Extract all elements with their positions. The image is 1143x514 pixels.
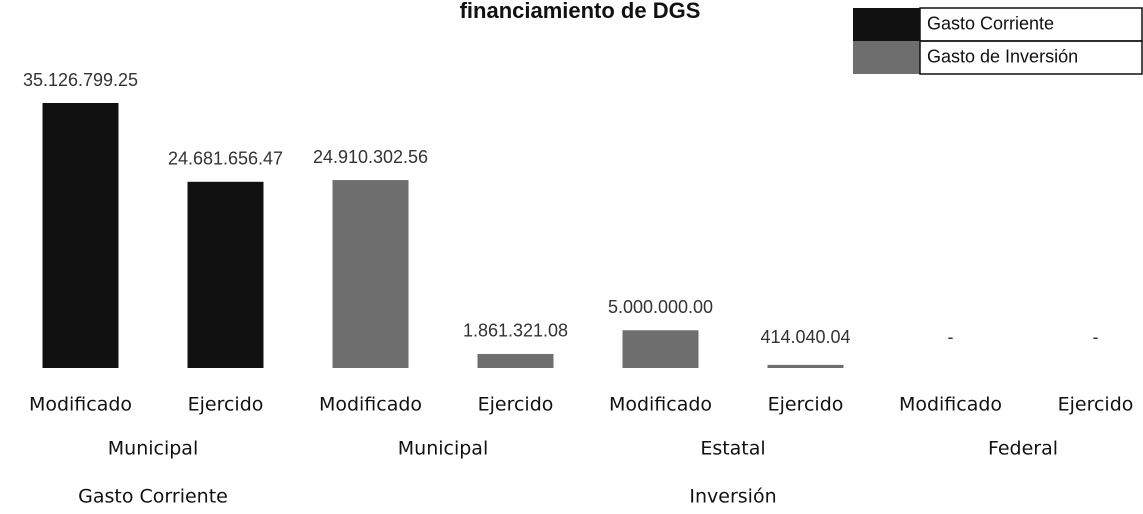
x-tick-label: Ejercido <box>1058 394 1134 416</box>
x-tick-label: Modificado <box>319 394 422 416</box>
group-label: Estatal <box>700 438 765 460</box>
legend-label: Gasto Corriente <box>927 13 1054 33</box>
x-tick-label: Ejercido <box>478 394 554 416</box>
supergroup-label: Inversión <box>689 486 776 508</box>
x-tick-label: Ejercido <box>188 394 264 416</box>
value-label: 24.681.656.47 <box>168 149 283 169</box>
x-tick-label: Modificado <box>29 394 132 416</box>
x-tick-label: Modificado <box>609 394 712 416</box>
bar <box>767 364 844 368</box>
group-label: Municipal <box>398 438 488 460</box>
value-label: 1.861.321.08 <box>463 321 568 341</box>
value-label: 24.910.302.56 <box>313 147 428 167</box>
x-tick-label: Modificado <box>899 394 1002 416</box>
group-label: Federal <box>988 438 1058 460</box>
value-label: 35.126.799.25 <box>23 70 138 90</box>
value-label: - <box>948 327 954 347</box>
supergroup-label: Gasto Corriente <box>78 486 228 508</box>
bar <box>332 180 409 368</box>
bar <box>477 353 554 368</box>
legend-swatch <box>853 8 920 41</box>
chart-title: financiamiento de DGS <box>460 0 701 23</box>
legend-cell <box>919 40 1143 75</box>
legend-swatch <box>853 41 920 74</box>
value-label: - <box>1093 327 1099 347</box>
group-label: Municipal <box>108 438 198 460</box>
bar <box>187 181 264 368</box>
bar <box>622 330 699 368</box>
value-label: 5.000.000.00 <box>608 297 713 317</box>
value-label: 414.040.04 <box>760 327 850 347</box>
legend-label: Gasto de Inversión <box>927 46 1078 66</box>
x-tick-label: Ejercido <box>768 394 844 416</box>
bar <box>42 103 119 368</box>
